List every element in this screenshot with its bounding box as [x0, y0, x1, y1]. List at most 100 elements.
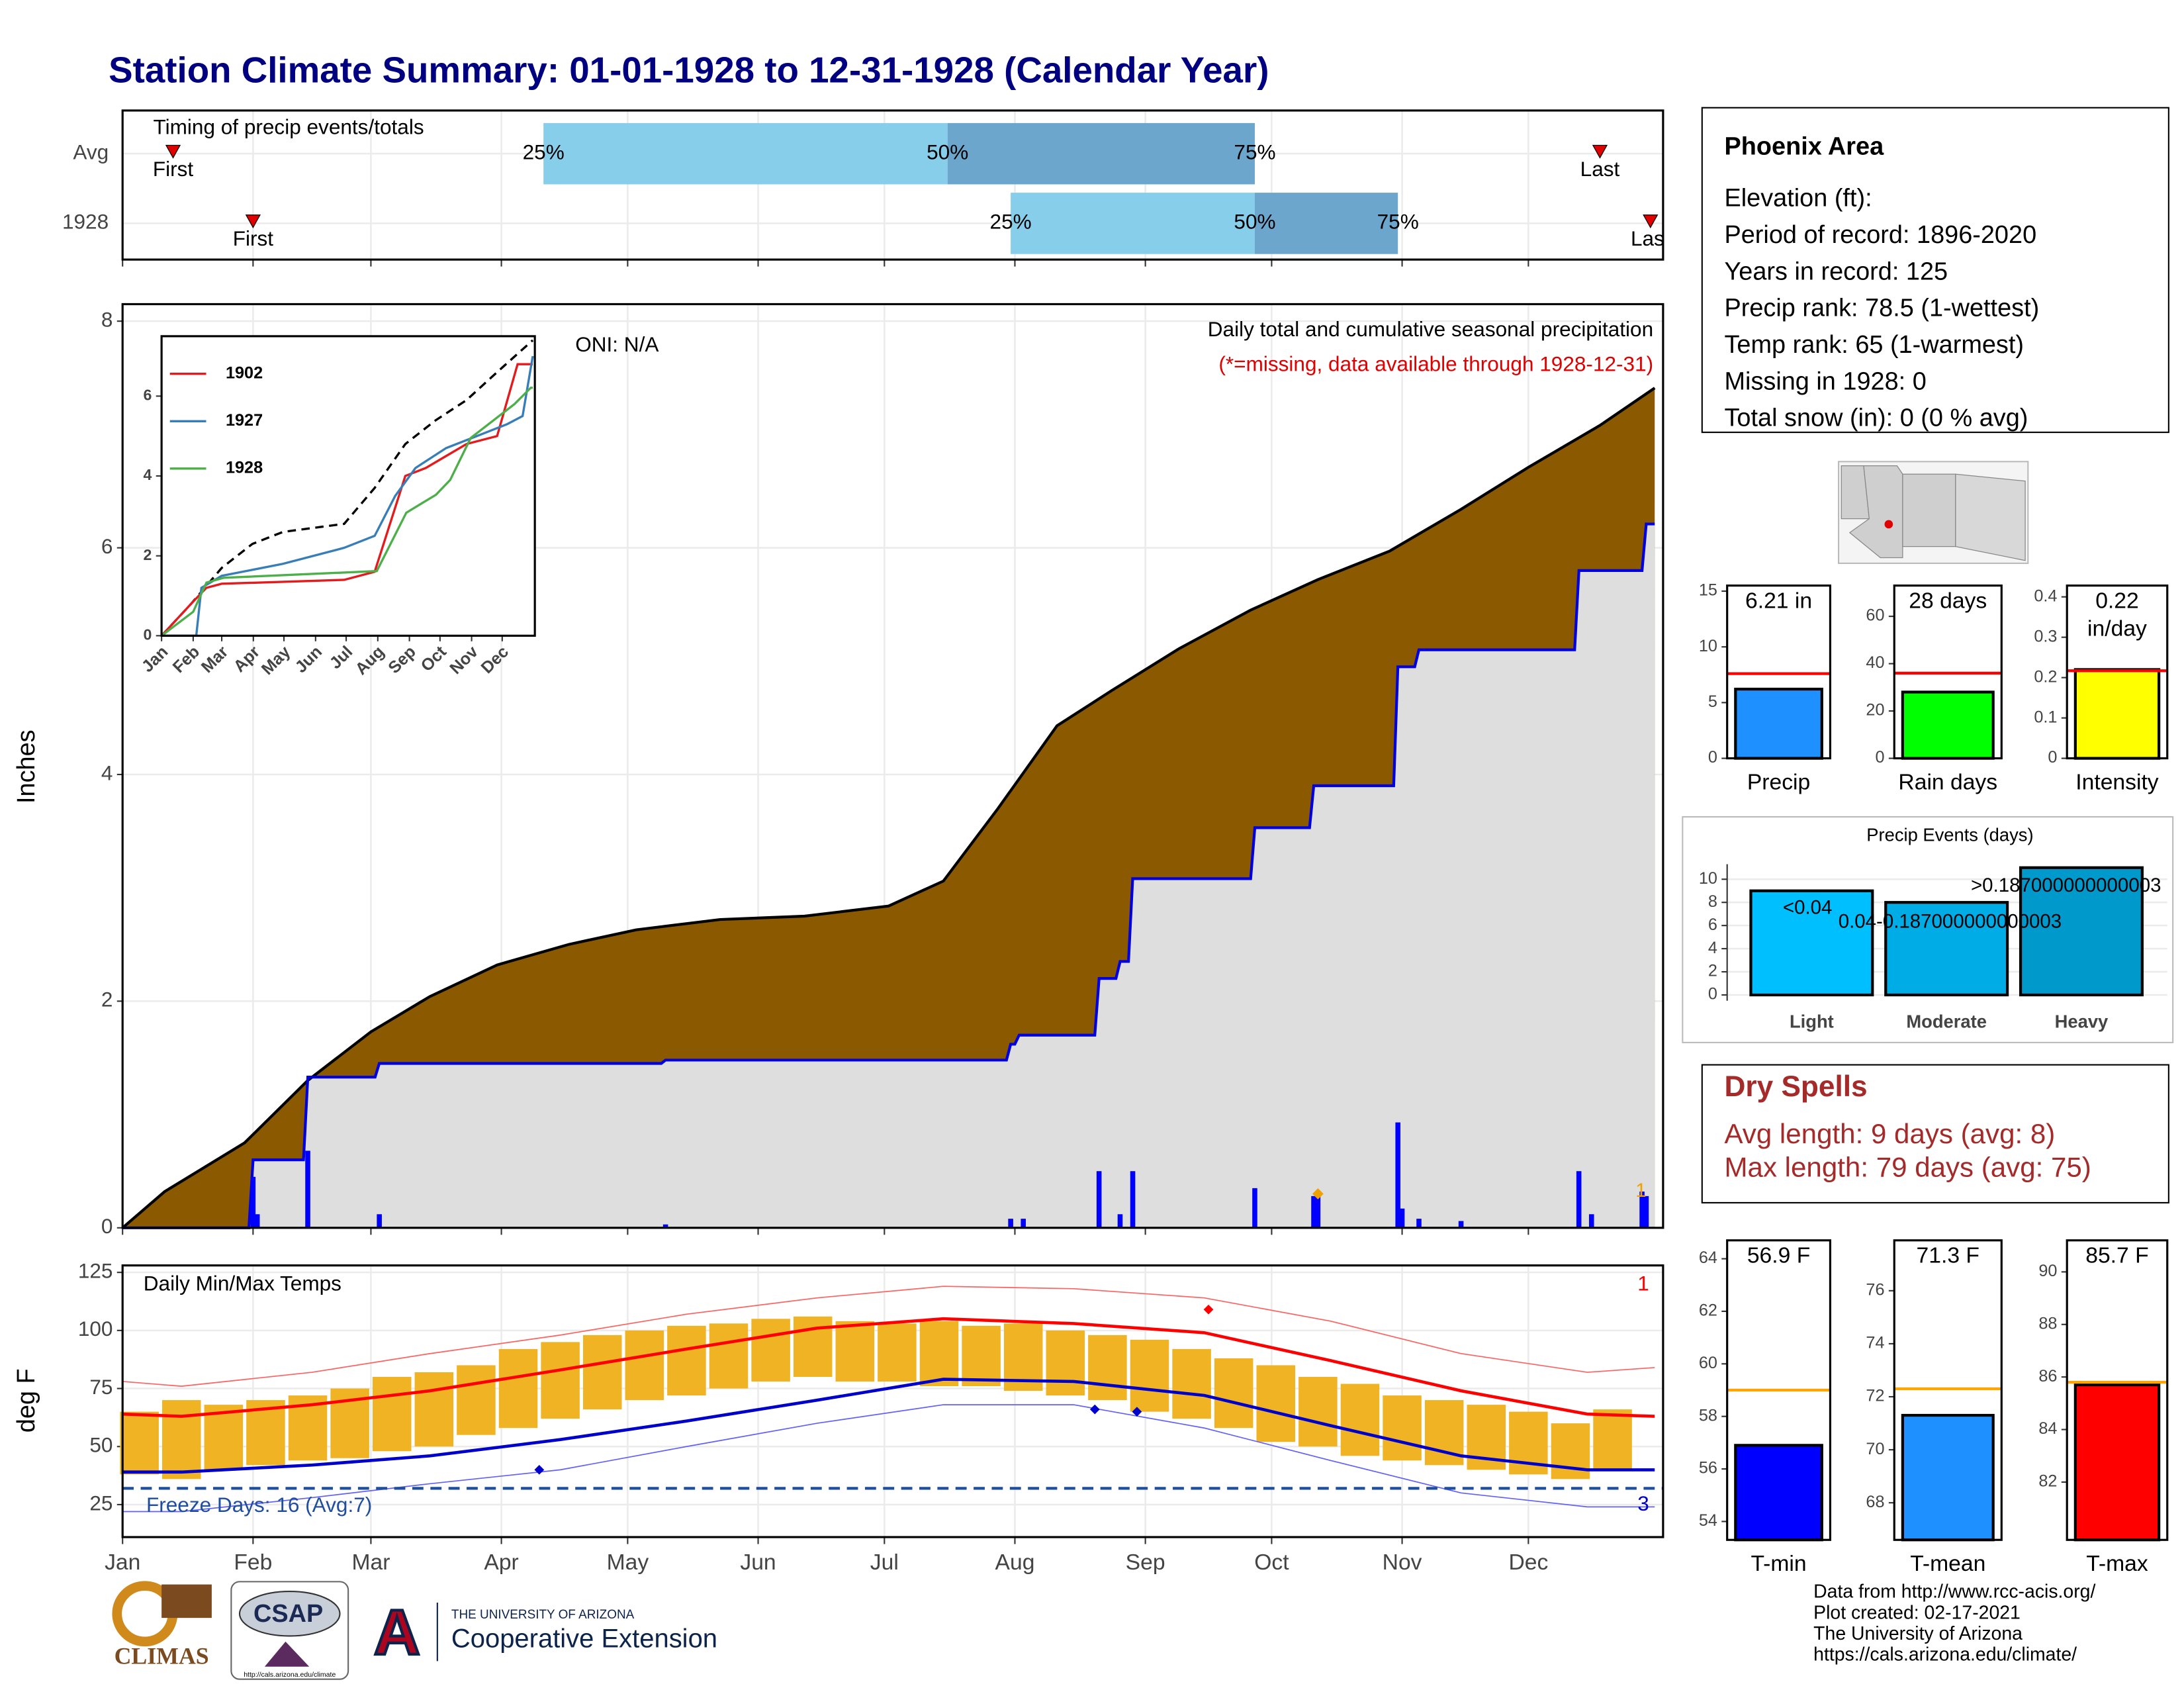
state-nm [1902, 473, 1956, 547]
y-tick-label: 8 [101, 307, 113, 331]
x-tick-label: Nov [1383, 1550, 1422, 1575]
dry-spells-title: Dry Spells [1724, 1070, 1867, 1103]
daily-bar [1458, 1221, 1464, 1228]
y-tick-label: 0 [1708, 748, 1717, 767]
x-tick-label: Mar [351, 1550, 390, 1575]
record-max-line [122, 1286, 1655, 1387]
y-tick-label: 0 [1875, 748, 1884, 767]
daily-range-bar [709, 1323, 749, 1389]
daily-bar [662, 1224, 668, 1228]
cumulative-area [122, 524, 1655, 1228]
bar [1734, 1444, 1823, 1542]
series-line [160, 363, 533, 637]
y-tick-label: 90 [2038, 1262, 2057, 1280]
daily-bar [1008, 1219, 1013, 1228]
row-label: 1928 [62, 210, 109, 234]
category-label: Precip [1747, 770, 1810, 794]
daily-bar [1395, 1122, 1401, 1228]
daily-range-bar [625, 1330, 664, 1401]
y-tick-label: 88 [2038, 1314, 2057, 1333]
daily-range-bar [1383, 1395, 1422, 1461]
value-label: 28 days [1909, 589, 1987, 614]
daily-bar [1130, 1171, 1136, 1228]
x-tick-label: Apr [484, 1550, 518, 1575]
event-marker [245, 214, 261, 229]
daily-bar [1399, 1208, 1405, 1228]
series-line [161, 387, 533, 637]
plot-background [161, 336, 535, 636]
daily-range-bar [582, 1335, 622, 1410]
threshold-labels: <0.04 0.04-0.187000000000003 >0.1870000000… [1783, 874, 2161, 933]
daily-range-bar [878, 1323, 917, 1382]
daily-range-bar [1130, 1339, 1169, 1412]
y-tick-label: 76 [1866, 1281, 1884, 1299]
bar [2019, 866, 2144, 997]
daily-bar [1588, 1214, 1594, 1228]
daily-range-bar [161, 1400, 201, 1479]
daily-range-bar [1046, 1330, 1085, 1396]
y-tick-label: 0.4 [2034, 586, 2057, 605]
timing-frame [121, 109, 1664, 261]
y-tick-label: 4 [1708, 939, 1717, 957]
y-tick-label: 70 [1866, 1440, 1884, 1458]
daily-range-bar [498, 1348, 538, 1429]
info-line: Precip rank: 78.5 (1-wettest) [1724, 295, 2039, 322]
y-tick-label: 2 [101, 988, 113, 1011]
event-label: First [233, 226, 274, 250]
footer-line: Plot created: 02-17-2021 [1813, 1602, 2021, 1623]
daily-range-bar [541, 1342, 580, 1419]
y-tick-label: 82 [2038, 1472, 2057, 1491]
event-label: First [153, 157, 194, 181]
x-tick-label: Oct [1254, 1550, 1289, 1575]
value-label-box: 85.7 F [2085, 1244, 2148, 1268]
quantile-bar [1254, 193, 1398, 254]
record-marker [1089, 1404, 1100, 1415]
x-tick-label: Jun [740, 1550, 776, 1575]
x-tick-label: Jul [870, 1550, 899, 1575]
quantile-bar [947, 122, 1255, 185]
panel-title: Precip Events (days) [1866, 825, 2033, 845]
record-count: 1 [1637, 1271, 1649, 1295]
y-tick-label: 6 [144, 386, 152, 403]
y-tick-label: 4 [144, 466, 152, 483]
state-az [1848, 465, 1903, 559]
footer-line: Data from http://www.rcc-acis.org/ [1813, 1581, 2095, 1603]
daily-bar [1315, 1196, 1321, 1228]
daily-range-bar [667, 1325, 706, 1396]
row-label: Avg [73, 140, 109, 164]
y-tick-label: 0.2 [2034, 667, 2057, 686]
y-tick-label: 10 [1699, 869, 1717, 888]
y-tick-label: 2 [1708, 962, 1717, 980]
climas-icon-block [161, 1584, 212, 1618]
single-frame [1726, 585, 1832, 760]
panel-title: Daily Min/Max Temps [144, 1271, 341, 1295]
daily-bar [1096, 1171, 1102, 1228]
record-marker [1132, 1407, 1142, 1417]
y-tick-label: 84 [2038, 1419, 2057, 1438]
y-tick-label: 56 [1699, 1459, 1717, 1477]
x-tick-label: May [607, 1550, 649, 1575]
category-label: Moderate [1906, 1011, 1987, 1032]
y-tick-label: 5 [1708, 692, 1717, 711]
daily-bar [1021, 1219, 1026, 1228]
locator-map [1838, 461, 2029, 564]
daily-range-bar [204, 1405, 244, 1470]
info-line: Period of record: 1896-2020 [1724, 221, 2036, 249]
legend-label: 1902 [226, 363, 263, 382]
y-tick-label: 64 [1699, 1248, 1717, 1267]
y-tick-label: 0 [2048, 748, 2057, 767]
event-marker [1592, 144, 1608, 159]
info-line: Temp rank: 65 (1-warmest) [1724, 331, 2024, 359]
category-label: Intensity [2075, 770, 2159, 794]
y-tick-label: 54 [1699, 1511, 1717, 1530]
daily-range-bar [919, 1321, 959, 1387]
timing-rows: 25% 50% 75% First Last 25% 50% 75% First Last [122, 122, 1663, 254]
record-marker [1203, 1304, 1214, 1315]
bar [2073, 668, 2161, 760]
value-label-box: 28 days [1909, 589, 1987, 614]
info-line: Elevation (ft): [1724, 185, 1872, 212]
value-label: 6.21 in [1745, 589, 1813, 614]
dry-spells-box [1701, 1064, 2169, 1203]
page-title: Station Climate Summary: 01-01-1928 to 1… [109, 50, 1269, 91]
daily-range-bar [1298, 1377, 1338, 1447]
